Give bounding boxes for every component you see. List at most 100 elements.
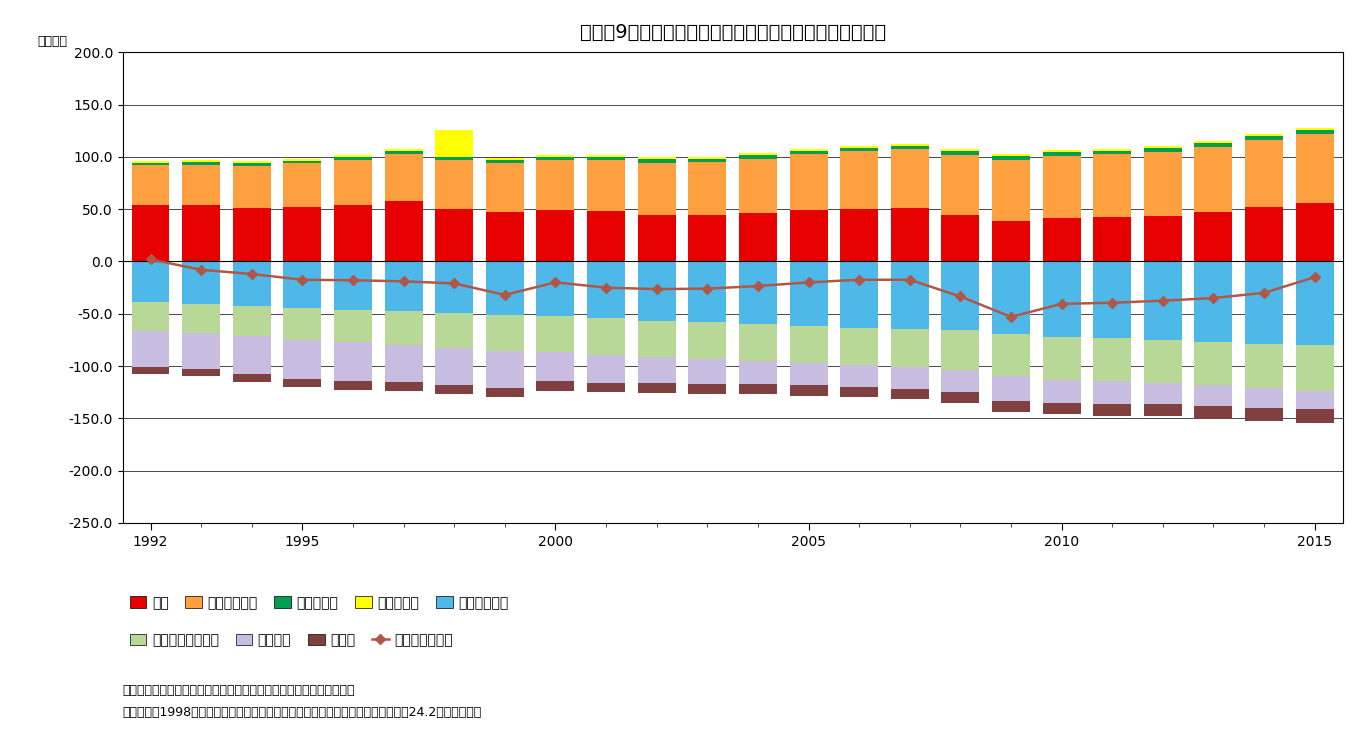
Bar [1144, 404, 1182, 415]
Bar [739, 158, 777, 214]
Bar [1296, 409, 1334, 423]
Bar [233, 306, 271, 336]
Bar [384, 382, 423, 391]
Bar [1194, 143, 1232, 147]
Bar [789, 149, 827, 151]
Bar [688, 322, 726, 359]
Bar [1194, 385, 1232, 406]
Bar [334, 205, 372, 261]
Bar [384, 151, 423, 154]
Bar [384, 311, 423, 345]
Bar [183, 205, 219, 261]
Bar [1246, 136, 1283, 140]
Bar [485, 212, 523, 261]
Bar [587, 261, 626, 318]
Bar [183, 162, 219, 164]
Bar [638, 261, 676, 320]
Bar [131, 367, 169, 374]
Bar [992, 154, 1030, 156]
Bar [739, 361, 777, 384]
Bar [284, 161, 322, 164]
Bar [1194, 406, 1232, 419]
Bar [1296, 128, 1334, 130]
Bar [233, 164, 271, 166]
Bar [942, 149, 980, 152]
Bar [688, 359, 726, 384]
Bar [891, 146, 928, 149]
Bar [435, 261, 473, 313]
Bar [891, 261, 928, 329]
Bar [334, 155, 372, 157]
Bar [739, 261, 777, 324]
Bar [739, 153, 777, 155]
Bar [183, 160, 219, 162]
Bar [485, 163, 523, 212]
Bar [638, 320, 676, 356]
Bar [334, 381, 372, 390]
Bar [891, 208, 928, 261]
Bar [840, 148, 878, 152]
Bar [891, 329, 928, 367]
Bar [435, 348, 473, 385]
Bar [485, 261, 523, 315]
Bar [131, 261, 169, 302]
Bar [435, 157, 473, 160]
Bar [1144, 148, 1182, 152]
Bar [587, 355, 626, 382]
Bar [435, 385, 473, 394]
Bar [1194, 147, 1232, 212]
Bar [384, 149, 423, 151]
Bar [688, 157, 726, 158]
Bar [1296, 130, 1334, 134]
Bar [1144, 216, 1182, 261]
Bar [1093, 261, 1131, 338]
Bar [1043, 156, 1081, 218]
Bar [942, 370, 980, 392]
Bar [537, 316, 574, 353]
Bar [537, 157, 574, 160]
Bar [789, 363, 827, 385]
Bar [183, 369, 219, 376]
Bar [891, 388, 928, 400]
Bar [587, 155, 626, 157]
Bar [183, 261, 219, 304]
Bar [638, 382, 676, 393]
Bar [942, 392, 980, 403]
Bar [1093, 381, 1131, 403]
Bar [435, 313, 473, 348]
Bar [840, 152, 878, 208]
Bar [183, 333, 219, 369]
Bar [942, 261, 980, 330]
Bar [1246, 207, 1283, 261]
Bar [183, 304, 219, 333]
Bar [1246, 409, 1283, 421]
Bar [587, 318, 626, 355]
Bar [1246, 261, 1283, 344]
Bar [840, 365, 878, 387]
Bar [638, 215, 676, 261]
Title: （図蠆9）　日本の基礎的財政収支とその構成項目の推移: （図蠆9） 日本の基礎的財政収支とその構成項目の推移 [579, 23, 886, 43]
Bar [384, 345, 423, 382]
Bar [789, 155, 827, 210]
Bar [840, 387, 878, 397]
Bar [284, 164, 322, 207]
Bar [638, 159, 676, 163]
Bar [1043, 218, 1081, 261]
Bar [384, 201, 423, 261]
Bar [1296, 391, 1334, 409]
Bar [284, 340, 322, 379]
Bar [284, 261, 322, 308]
Bar [334, 160, 372, 205]
Bar [334, 309, 372, 342]
Bar [1246, 134, 1283, 136]
Bar [1093, 155, 1131, 217]
Bar [1194, 212, 1232, 261]
Bar [840, 146, 878, 148]
Bar [537, 353, 574, 381]
Bar [435, 208, 473, 261]
Bar [1296, 134, 1334, 202]
Bar [1144, 340, 1182, 383]
Bar [789, 210, 827, 261]
Bar [1043, 379, 1081, 403]
Bar [1093, 149, 1131, 151]
